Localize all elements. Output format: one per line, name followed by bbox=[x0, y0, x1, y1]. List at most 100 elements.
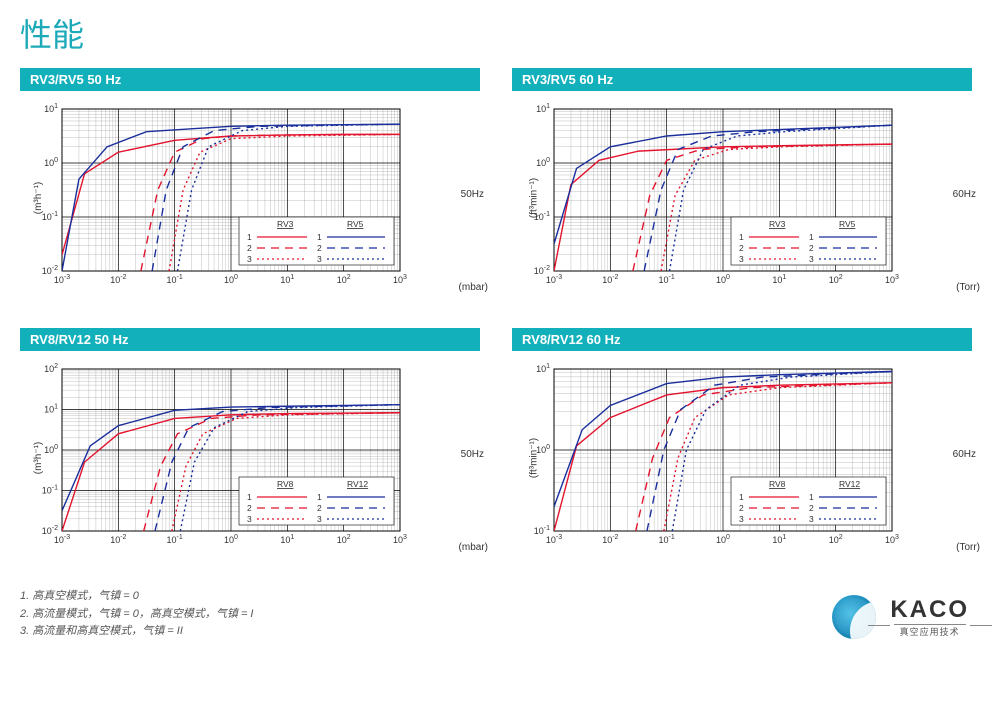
svg-text:RV3: RV3 bbox=[277, 219, 294, 229]
svg-text:103: 103 bbox=[393, 534, 407, 545]
svg-text:1: 1 bbox=[739, 232, 744, 242]
svg-text:10-2: 10-2 bbox=[110, 534, 126, 545]
svg-text:102: 102 bbox=[829, 274, 843, 285]
svg-text:3: 3 bbox=[739, 254, 744, 264]
freq-label: 60Hz bbox=[953, 189, 976, 200]
svg-text:101: 101 bbox=[772, 274, 786, 285]
x-axis-unit: (Torr) bbox=[956, 542, 980, 553]
svg-text:2: 2 bbox=[739, 503, 744, 513]
svg-text:100: 100 bbox=[44, 444, 58, 455]
chart-svg: 10-310-210-110010110210310-210-1100101RV… bbox=[512, 103, 932, 293]
chart-c3: RV8/RV12 50 Hz(m³h⁻¹)50Hz(mbar)10-310-21… bbox=[20, 328, 480, 553]
chart-header: RV8/RV12 50 Hz bbox=[20, 328, 480, 351]
svg-text:102: 102 bbox=[44, 363, 58, 374]
svg-text:100: 100 bbox=[224, 274, 238, 285]
svg-text:2: 2 bbox=[809, 503, 814, 513]
svg-text:10-1: 10-1 bbox=[659, 274, 675, 285]
svg-text:10-2: 10-2 bbox=[110, 274, 126, 285]
svg-text:2: 2 bbox=[247, 503, 252, 513]
x-axis-unit: (Torr) bbox=[956, 282, 980, 293]
chart-header: RV8/RV12 60 Hz bbox=[512, 328, 972, 351]
freq-label: 60Hz bbox=[953, 449, 976, 460]
svg-text:101: 101 bbox=[44, 103, 58, 114]
footnote-line: 1. 高真空模式，气镇 = 0 bbox=[20, 588, 974, 606]
y-axis-label: (ft³min⁻¹) bbox=[529, 178, 540, 218]
svg-text:10-1: 10-1 bbox=[659, 534, 675, 545]
svg-text:10-1: 10-1 bbox=[167, 534, 183, 545]
svg-text:10-3: 10-3 bbox=[54, 274, 70, 285]
svg-text:1: 1 bbox=[809, 492, 814, 502]
svg-text:RV12: RV12 bbox=[839, 479, 860, 489]
svg-text:101: 101 bbox=[280, 534, 294, 545]
svg-text:RV3: RV3 bbox=[769, 219, 786, 229]
y-axis-label: (m³h⁻¹) bbox=[33, 442, 44, 475]
svg-text:100: 100 bbox=[44, 157, 58, 168]
svg-text:100: 100 bbox=[716, 274, 730, 285]
svg-text:10-1: 10-1 bbox=[42, 485, 58, 496]
svg-text:101: 101 bbox=[536, 363, 550, 374]
svg-text:3: 3 bbox=[739, 514, 744, 524]
svg-text:101: 101 bbox=[280, 274, 294, 285]
svg-text:1: 1 bbox=[317, 232, 322, 242]
svg-text:10-2: 10-2 bbox=[602, 534, 618, 545]
svg-text:2: 2 bbox=[317, 243, 322, 253]
brand-mark-icon bbox=[832, 595, 876, 639]
svg-text:1: 1 bbox=[809, 232, 814, 242]
svg-text:10-3: 10-3 bbox=[54, 534, 70, 545]
chart-header: RV3/RV5 60 Hz bbox=[512, 68, 972, 91]
svg-text:3: 3 bbox=[317, 514, 322, 524]
svg-text:101: 101 bbox=[44, 404, 58, 415]
y-axis-label: (m³h⁻¹) bbox=[33, 182, 44, 215]
x-axis-unit: (mbar) bbox=[459, 282, 488, 293]
svg-text:102: 102 bbox=[337, 274, 351, 285]
svg-text:1: 1 bbox=[739, 492, 744, 502]
svg-text:2: 2 bbox=[317, 503, 322, 513]
svg-text:10-3: 10-3 bbox=[546, 274, 562, 285]
chart-c2: RV3/RV5 60 Hz(ft³min⁻¹)60Hz(Torr)10-310-… bbox=[512, 68, 972, 293]
page-title: 性能 bbox=[20, 10, 974, 56]
chart-svg: 10-310-210-110010110210310-210-110010110… bbox=[20, 363, 440, 553]
svg-text:3: 3 bbox=[809, 514, 814, 524]
svg-text:100: 100 bbox=[716, 534, 730, 545]
brand-name: KACO bbox=[890, 596, 969, 624]
svg-text:3: 3 bbox=[317, 254, 322, 264]
footnote-line: 3. 高流量和高真空模式，气镇 = II bbox=[20, 623, 974, 641]
svg-text:RV5: RV5 bbox=[839, 219, 856, 229]
footnote-line: 2. 高流量模式，气镇 = 0，高真空模式，气镇 = I bbox=[20, 606, 974, 624]
freq-label: 50Hz bbox=[461, 189, 484, 200]
svg-text:102: 102 bbox=[829, 534, 843, 545]
svg-text:RV12: RV12 bbox=[347, 479, 368, 489]
y-axis-label: (ft³min⁻¹) bbox=[529, 438, 540, 478]
chart-svg: 10-310-210-110010110210310-1100101RV8RV1… bbox=[512, 363, 932, 553]
svg-text:RV8: RV8 bbox=[769, 479, 786, 489]
svg-text:103: 103 bbox=[393, 274, 407, 285]
charts-grid: RV3/RV5 50 Hz (m³h⁻¹) 50Hz (mbar) 10-3 10-2 10… bbox=[20, 68, 974, 553]
svg-text:2: 2 bbox=[809, 243, 814, 253]
svg-text:100: 100 bbox=[224, 534, 238, 545]
svg-text:103: 103 bbox=[885, 534, 899, 545]
chart-header: RV3/RV5 50 Hz bbox=[20, 68, 480, 91]
svg-text:RV5: RV5 bbox=[347, 219, 364, 229]
svg-text:10-3: 10-3 bbox=[546, 534, 562, 545]
svg-text:RV8: RV8 bbox=[277, 479, 294, 489]
svg-text:1: 1 bbox=[247, 232, 252, 242]
x-axis-unit: (mbar) bbox=[459, 542, 488, 553]
svg-text:2: 2 bbox=[247, 243, 252, 253]
svg-text:100: 100 bbox=[536, 157, 550, 168]
svg-text:10-1: 10-1 bbox=[42, 211, 58, 222]
svg-text:3: 3 bbox=[809, 254, 814, 264]
svg-text:2: 2 bbox=[739, 243, 744, 253]
svg-text:1: 1 bbox=[247, 492, 252, 502]
brand-logo: KACO 真空应用技术 bbox=[832, 595, 969, 639]
svg-text:101: 101 bbox=[772, 534, 786, 545]
freq-label: 50Hz bbox=[461, 449, 484, 460]
svg-text:10-2: 10-2 bbox=[602, 274, 618, 285]
footnotes: 1. 高真空模式，气镇 = 02. 高流量模式，气镇 = 0，高真空模式，气镇 … bbox=[20, 588, 974, 641]
svg-text:1: 1 bbox=[317, 492, 322, 502]
svg-text:103: 103 bbox=[885, 274, 899, 285]
svg-text:3: 3 bbox=[247, 514, 252, 524]
chart-c4: RV8/RV12 60 Hz(ft³min⁻¹)60Hz(Torr)10-310… bbox=[512, 328, 972, 553]
svg-text:102: 102 bbox=[337, 534, 351, 545]
chart-c1: RV3/RV5 50 Hz(m³h⁻¹)50Hz(mbar)10-310-210… bbox=[20, 68, 480, 293]
svg-text:101: 101 bbox=[536, 103, 550, 114]
